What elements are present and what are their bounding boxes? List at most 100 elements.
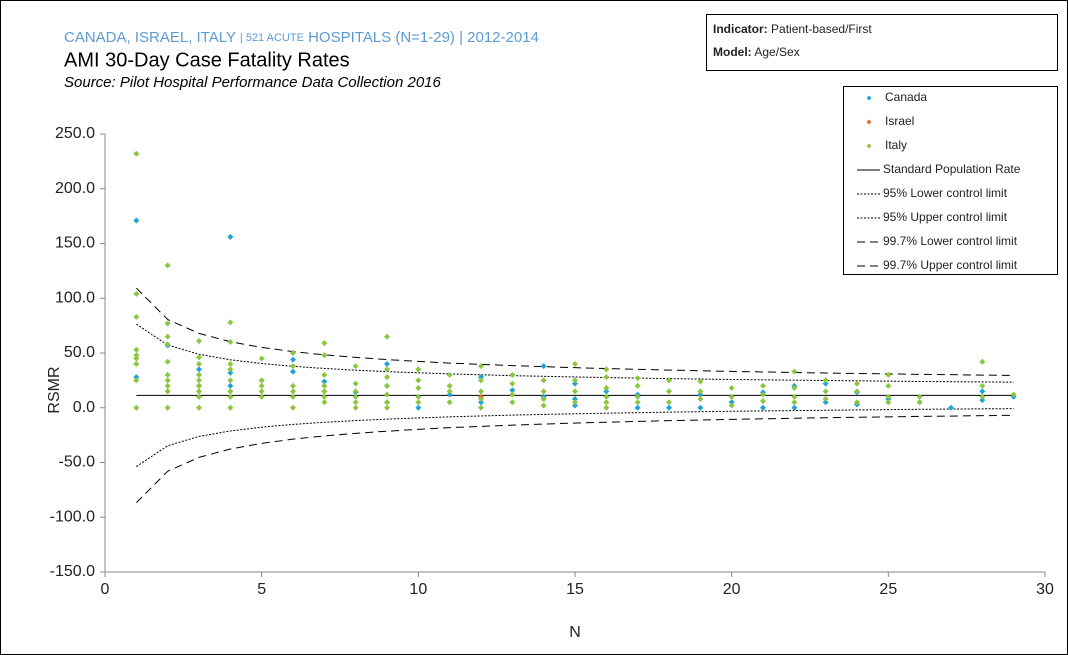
data-point <box>415 385 422 392</box>
data-point <box>1010 391 1017 398</box>
info-value: Age/Sex <box>754 45 799 59</box>
data-point <box>164 404 171 411</box>
data-point <box>885 382 892 389</box>
data-point <box>760 398 766 405</box>
data-point <box>164 341 171 348</box>
data-point <box>634 399 641 406</box>
data-point <box>227 360 234 367</box>
data-point <box>196 360 202 367</box>
data-point <box>603 399 610 406</box>
data-point <box>415 377 422 384</box>
legend-marker <box>866 143 872 149</box>
data-point <box>133 313 140 320</box>
legend-box <box>843 86 1058 275</box>
data-point <box>854 388 860 395</box>
data-point <box>478 399 484 406</box>
data-point <box>415 404 422 411</box>
x-tick-label: 30 <box>1036 581 1054 598</box>
data-point <box>446 399 453 406</box>
data-point <box>133 355 140 362</box>
data-point <box>384 333 390 340</box>
data-point <box>227 393 234 400</box>
x-tick-label: 20 <box>723 581 741 598</box>
reference-line <box>135 287 1014 376</box>
data-point <box>885 393 892 400</box>
legend-label: 99.7% Upper control limit <box>883 258 1018 272</box>
y-tick-label: 150.0 <box>55 235 95 252</box>
data-point <box>196 377 202 384</box>
data-point <box>760 391 766 398</box>
data-point <box>133 217 140 224</box>
data-point <box>227 377 234 384</box>
data-point <box>791 393 798 400</box>
data-point <box>227 404 234 411</box>
data-point <box>854 380 860 387</box>
reference-line <box>136 408 1014 467</box>
data-point <box>290 388 296 395</box>
data-point <box>822 388 829 395</box>
info-label: Indicator: <box>713 22 768 36</box>
data-point <box>321 393 328 400</box>
data-point <box>384 374 390 381</box>
x-tick-label: 5 <box>257 581 266 598</box>
legend-marker <box>866 119 872 125</box>
data-point <box>446 371 453 378</box>
data-point <box>133 150 140 157</box>
data-point <box>133 374 140 381</box>
data-point <box>290 350 296 356</box>
data-point <box>760 382 766 389</box>
y-tick-label: -50.0 <box>59 454 96 471</box>
data-point <box>791 385 798 392</box>
data-point <box>760 404 766 411</box>
data-point <box>352 393 359 400</box>
data-point <box>384 366 390 373</box>
data-point <box>822 380 829 387</box>
data-point <box>603 393 610 400</box>
data-point <box>603 388 610 395</box>
data-point <box>697 388 704 395</box>
data-point <box>728 402 735 409</box>
data-point <box>666 404 672 411</box>
data-point <box>164 262 171 269</box>
data-point <box>509 387 516 394</box>
data-point <box>666 388 672 395</box>
data-point <box>509 371 516 378</box>
data-point <box>196 354 202 361</box>
info-line: Indicator: Patient-based/First <box>713 22 872 36</box>
header-part: | 521 ACUTE <box>240 32 304 44</box>
data-point <box>133 404 140 411</box>
data-point <box>258 393 265 400</box>
data-point <box>509 391 516 398</box>
data-point <box>321 340 328 347</box>
data-point <box>133 290 140 297</box>
legend-label: Standard Population Rate <box>883 162 1021 176</box>
data-point <box>885 371 892 378</box>
data-point <box>258 355 265 362</box>
info-label: Model: <box>713 45 752 59</box>
data-point <box>697 391 704 398</box>
legend-label: 95% Lower control limit <box>883 186 1008 200</box>
data-point <box>196 404 202 411</box>
data-point <box>290 404 296 411</box>
data-point <box>540 395 547 402</box>
data-point <box>290 368 296 375</box>
data-point <box>321 371 328 378</box>
data-point <box>196 371 202 378</box>
data-point <box>572 395 578 402</box>
legend-label: Italy <box>885 138 907 152</box>
data-point <box>133 352 140 359</box>
data-point <box>979 358 986 365</box>
data-point <box>164 320 171 327</box>
data-point <box>916 393 923 400</box>
data-point <box>603 404 610 411</box>
data-point <box>446 391 453 398</box>
data-point <box>258 377 265 384</box>
data-point <box>415 399 422 406</box>
data-point <box>478 363 484 370</box>
data-point <box>290 382 296 389</box>
data-point <box>164 388 171 395</box>
info-line: Model: Age/Sex <box>713 45 800 59</box>
data-point <box>384 391 390 398</box>
data-point <box>979 382 986 389</box>
